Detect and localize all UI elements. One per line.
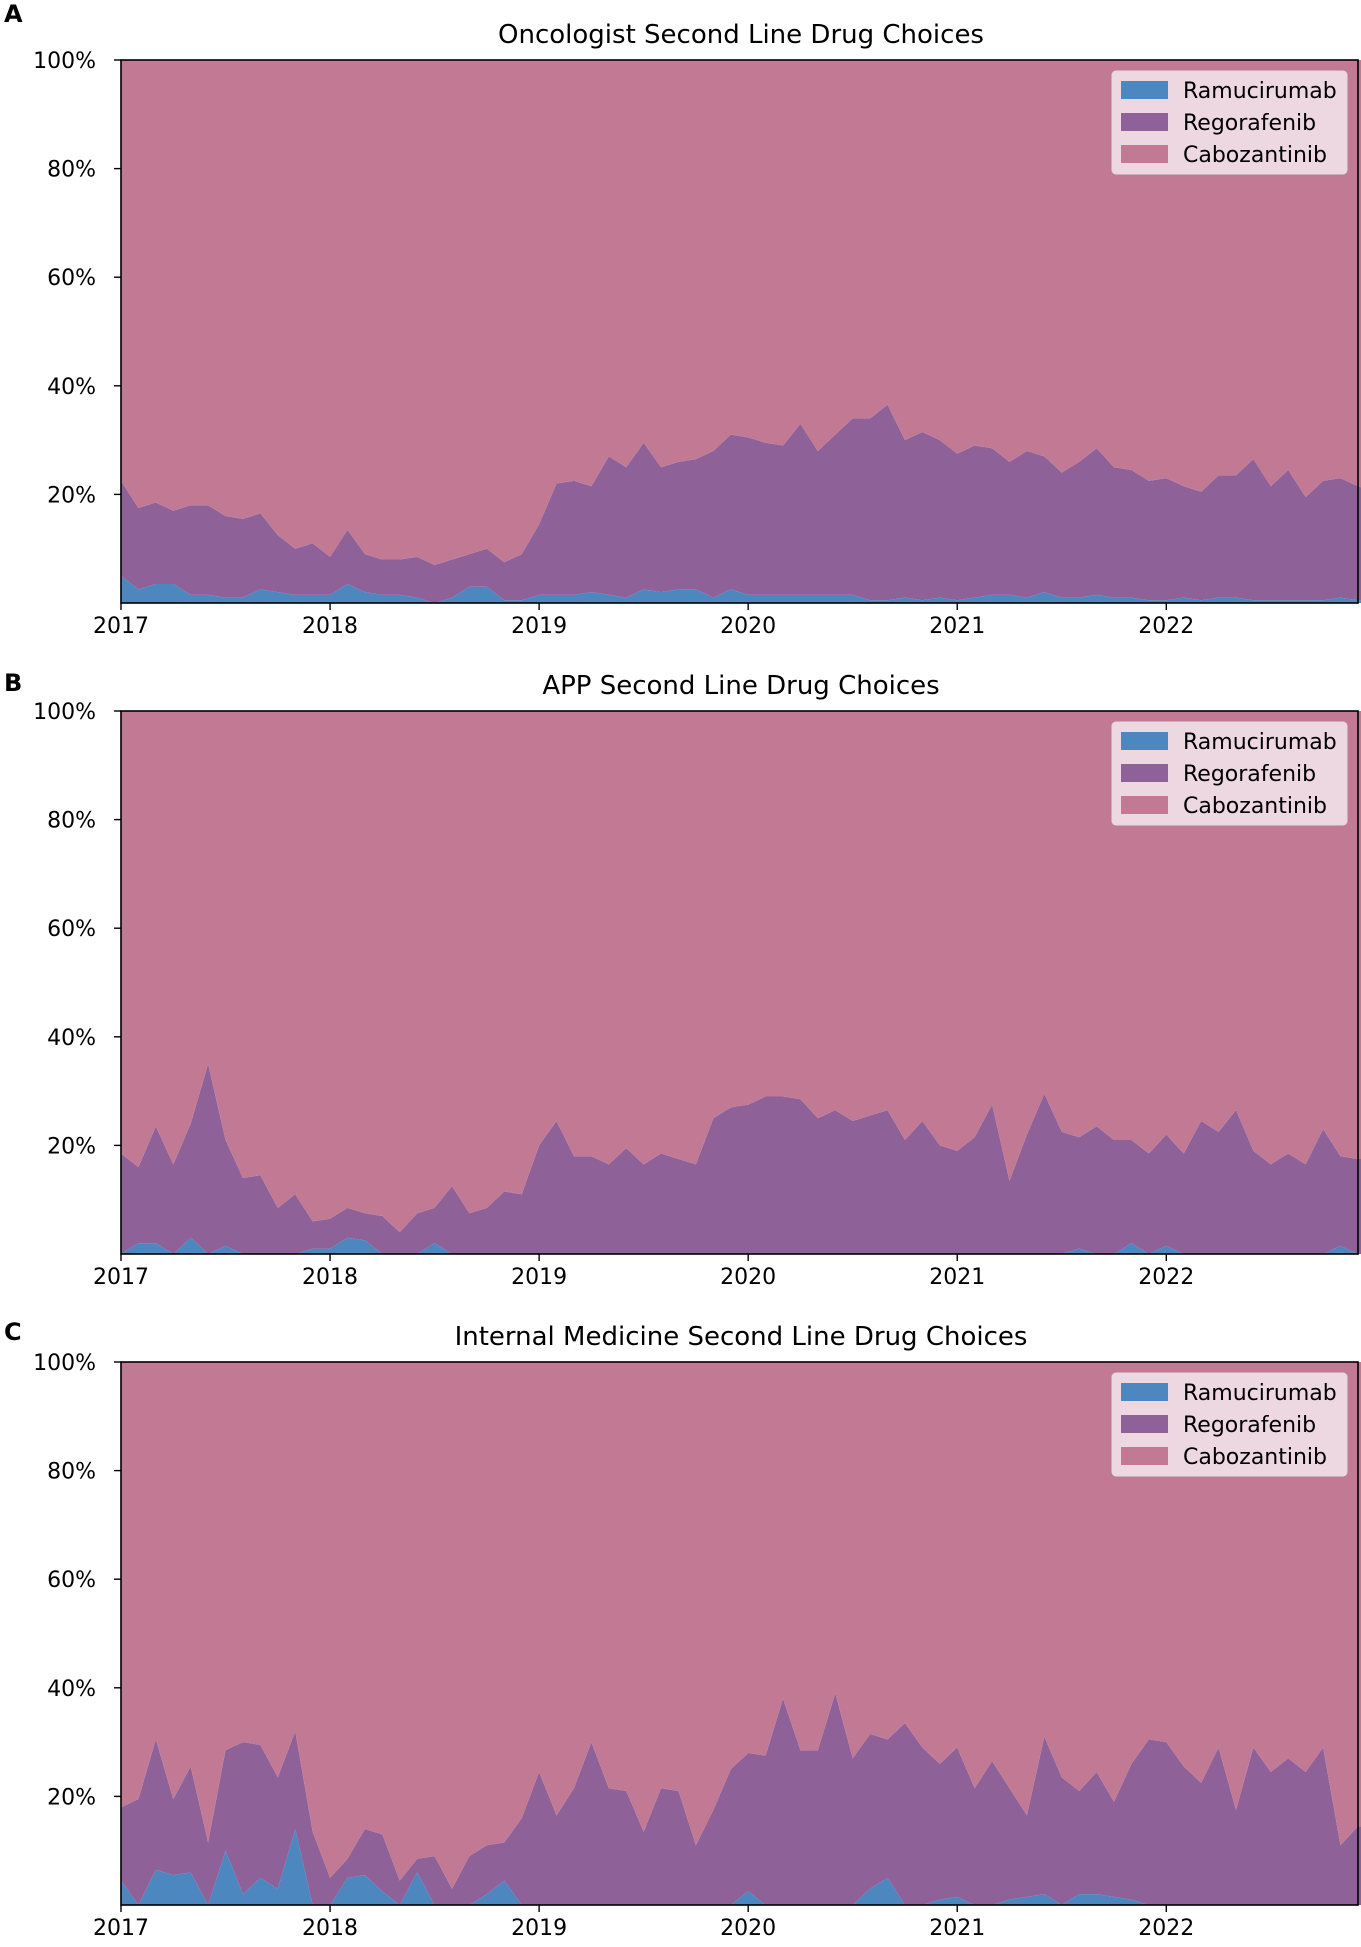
chart-c-xtick-label: 2019 bbox=[511, 1916, 567, 1941]
chart-b-ytick-label: 40% bbox=[47, 1026, 96, 1051]
chart-b-axes: 20% 40% 60% 80% 100% 2017 2018 2019 2020 2021 2022 bbox=[33, 700, 1359, 1290]
chart-a-ytick-label: 60% bbox=[47, 266, 96, 291]
chart-b-xtick-label: 2018 bbox=[302, 1265, 358, 1290]
chart-a-xtick-label: 2022 bbox=[1138, 614, 1194, 639]
chart-a-legend-box bbox=[1111, 70, 1348, 175]
chart-a-xtick-label: 2019 bbox=[511, 614, 567, 639]
chart-b-xtick-label: 2019 bbox=[511, 1265, 567, 1290]
chart-c-area-regorafenib bbox=[121, 1693, 1361, 1905]
chart-a-legend-swatch-regorafenib bbox=[1121, 113, 1168, 131]
chart-a-xtick-label: 2020 bbox=[720, 614, 776, 639]
chart-a-ytick-label: 40% bbox=[47, 375, 96, 400]
chart-c-legend-swatch-cabozantinib bbox=[1121, 1447, 1168, 1465]
chart-a-area-ramucirumab bbox=[121, 575, 1361, 603]
chart-c-xtick-label: 2022 bbox=[1138, 1916, 1194, 1941]
chart-c-legend-swatch-regorafenib bbox=[1121, 1415, 1168, 1433]
chart-b-area-ramucirumab bbox=[121, 1237, 1361, 1254]
chart-c-xtick-label: 2018 bbox=[302, 1916, 358, 1941]
panel-letter-c: C bbox=[4, 1318, 22, 1346]
chart-b-legend: Ramucirumab Regorafenib Cabozantinib bbox=[1111, 721, 1348, 826]
chart-c-areas bbox=[121, 1362, 1361, 1905]
chart-b-legend-swatch-ramucirumab bbox=[1121, 732, 1168, 750]
chart-a-title: Oncologist Second Line Drug Choices bbox=[498, 20, 984, 50]
chart-b-legend-label-cabozantinib: Cabozantinib bbox=[1183, 794, 1327, 819]
chart-a-xtick-label: 2021 bbox=[929, 614, 985, 639]
chart-a-legend: Ramucirumab Regorafenib Cabozantinib bbox=[1111, 70, 1348, 175]
chart-b-xtick-label: 2021 bbox=[929, 1265, 985, 1290]
panel-b: B 20%40%60%80%100%2017 2018 2019 2020 2021 20… bbox=[4, 669, 1361, 1290]
panel-a: A 20%40%60%80%100%2017 2018 2019 2020 2021 20… bbox=[4, 0, 1361, 639]
panel-letter-a: A bbox=[4, 0, 23, 28]
chart-c-ytick-label: 60% bbox=[47, 1568, 96, 1593]
chart-a-xtick-label: 2017 bbox=[93, 614, 149, 639]
chart-c-ytick-label: 40% bbox=[47, 1677, 96, 1702]
chart-c-xtick-label: 2020 bbox=[720, 1916, 776, 1941]
chart-b-frame bbox=[120, 710, 1359, 1255]
chart-b-area-regorafenib bbox=[121, 1063, 1361, 1254]
chart-c-ytick-label: 80% bbox=[47, 1460, 96, 1485]
chart-a-axes: 20% 40% 60% 80% 100% 2017 2018 2019 2020 2021 2022 bbox=[33, 49, 1359, 639]
chart-a-legend-label-cabozantinib: Cabozantinib bbox=[1183, 143, 1327, 168]
chart-a-legend-swatch-ramucirumab bbox=[1121, 81, 1168, 99]
chart-a-areas bbox=[121, 60, 1361, 603]
chart-c-area-ramucirumab bbox=[121, 1828, 1361, 1905]
chart-a-ytick-label: 100% bbox=[33, 49, 96, 74]
chart-a-ytick-label: 80% bbox=[47, 158, 96, 183]
chart-c-xtick-label: 2021 bbox=[929, 1916, 985, 1941]
chart-c-legend-label-ramucirumab: Ramucirumab bbox=[1183, 1381, 1337, 1406]
chart-a-legend-label-regorafenib: Regorafenib bbox=[1183, 111, 1316, 136]
chart-a-legend-swatch-cabozantinib bbox=[1121, 145, 1168, 163]
chart-a-area-cabozantinib bbox=[121, 60, 1361, 565]
chart-c-axes: 20% 40% 60% 80% 100% 2017 2018 2019 2020 2021 2022 bbox=[33, 1351, 1359, 1941]
chart-b-legend-box bbox=[1111, 721, 1348, 826]
chart-a-xtick-label: 2018 bbox=[302, 614, 358, 639]
chart-b-area-cabozantinib bbox=[121, 711, 1361, 1233]
chart-b-legend-swatch-regorafenib bbox=[1121, 764, 1168, 782]
chart-c-ytick-label: 100% bbox=[33, 1351, 96, 1376]
chart-a-frame bbox=[120, 59, 1359, 604]
chart-b-areas bbox=[121, 711, 1361, 1254]
chart-b-ytick-label: 100% bbox=[33, 700, 96, 725]
chart-c-legend: Ramucirumab Regorafenib Cabozantinib bbox=[1111, 1372, 1348, 1477]
chart-b-legend-swatch-cabozantinib bbox=[1121, 796, 1168, 814]
chart-a-legend-label-ramucirumab: Ramucirumab bbox=[1183, 79, 1337, 104]
chart-c-legend-swatch-ramucirumab bbox=[1121, 1383, 1168, 1401]
chart-b-legend-label-ramucirumab: Ramucirumab bbox=[1183, 730, 1337, 755]
chart-b-ytick-label: 80% bbox=[47, 809, 96, 834]
chart-c-ytick-label: 20% bbox=[47, 1785, 96, 1810]
chart-c-frame bbox=[120, 1361, 1359, 1906]
chart-b-xtick-label: 2022 bbox=[1138, 1265, 1194, 1290]
chart-c-area-cabozantinib bbox=[121, 1362, 1361, 1889]
chart-b-legend-label-regorafenib: Regorafenib bbox=[1183, 762, 1316, 787]
chart-b-xtick-label: 2020 bbox=[720, 1265, 776, 1290]
chart-a-ytick-label: 20% bbox=[47, 483, 96, 508]
chart-c-title: Internal Medicine Second Line Drug Choic… bbox=[455, 1322, 1028, 1352]
chart-c-legend-label-cabozantinib: Cabozantinib bbox=[1183, 1445, 1327, 1470]
panel-letter-b: B bbox=[4, 669, 22, 697]
panel-c: C 20%40%60%80%100%2017 2018 2019 2020 2021 20… bbox=[4, 1318, 1361, 1941]
chart-c-xtick-label: 2017 bbox=[93, 1916, 149, 1941]
chart-b-xtick-label: 2017 bbox=[93, 1265, 149, 1290]
chart-b-ytick-label: 20% bbox=[47, 1134, 96, 1159]
chart-c-legend-box bbox=[1111, 1372, 1348, 1477]
chart-a-area-regorafenib bbox=[121, 404, 1361, 603]
chart-b-title: APP Second Line Drug Choices bbox=[542, 671, 939, 701]
chart-b-ytick-label: 60% bbox=[47, 917, 96, 942]
chart-c-legend-label-regorafenib: Regorafenib bbox=[1183, 1413, 1316, 1438]
